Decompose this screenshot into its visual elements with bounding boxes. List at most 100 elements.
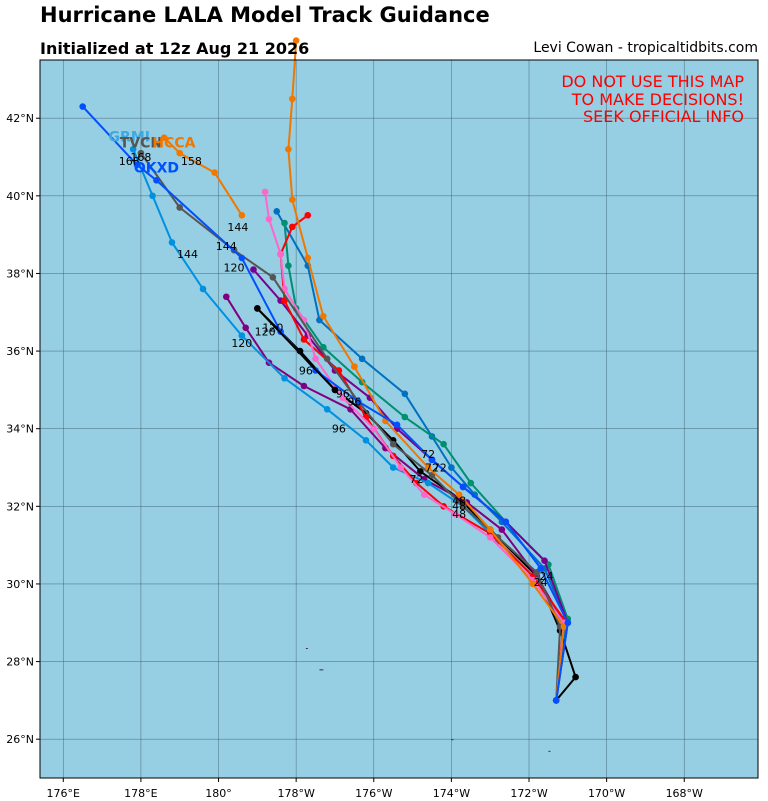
track-point xyxy=(424,464,432,471)
lat-tick-label: 30°N xyxy=(6,578,34,591)
hour-label: 96 xyxy=(336,388,350,401)
track-point xyxy=(397,464,405,471)
track-point xyxy=(242,324,249,332)
track-point xyxy=(176,204,184,211)
track-point xyxy=(448,464,455,471)
track-point xyxy=(417,468,424,475)
track-line xyxy=(275,210,567,701)
track-point xyxy=(502,518,510,526)
lat-tick-label: 42°N xyxy=(6,112,34,125)
hour-label: 144 xyxy=(177,248,198,261)
hour-label: 158 xyxy=(181,155,202,168)
warning-line-1: DO NOT USE THIS MAP xyxy=(561,72,744,91)
track-point xyxy=(238,332,246,339)
lon-tick-label: 178°E xyxy=(124,787,157,800)
track-point xyxy=(529,580,537,588)
lat-tick-label: 34°N xyxy=(6,423,34,436)
track-point xyxy=(288,95,296,103)
track-point xyxy=(199,285,207,293)
map-frame xyxy=(39,59,759,779)
track-point xyxy=(362,437,370,444)
track-point xyxy=(300,382,308,390)
track-point xyxy=(370,425,378,433)
track-point xyxy=(300,336,308,343)
hour-label: 168 xyxy=(130,151,151,164)
track-point xyxy=(331,386,339,394)
track-point xyxy=(494,534,502,541)
hour-label: 120 xyxy=(255,326,276,339)
track-point xyxy=(137,149,145,157)
track-point xyxy=(424,479,432,487)
track-point xyxy=(277,250,284,258)
track-point xyxy=(281,374,288,382)
track-point xyxy=(467,479,475,487)
track-line xyxy=(256,307,336,391)
lon-tick-label: 172°W xyxy=(510,787,547,800)
track-point xyxy=(222,293,230,301)
track-line xyxy=(252,268,569,701)
track-hcca xyxy=(285,37,568,704)
island xyxy=(451,739,454,741)
hour-label: 72 xyxy=(421,448,435,461)
hour-label: 48 xyxy=(452,500,466,513)
track-point xyxy=(459,503,467,510)
model-name-label: TVCN xyxy=(120,135,162,151)
track-point xyxy=(153,177,160,184)
track-point xyxy=(323,405,331,413)
track-point xyxy=(459,483,467,491)
track-point xyxy=(160,134,168,141)
lon-tick-label: 170°W xyxy=(588,787,625,800)
hour-label: 72 xyxy=(425,461,439,474)
track-line xyxy=(283,222,569,701)
track-point xyxy=(541,557,548,564)
track-gfdl xyxy=(79,103,572,704)
axis-ticks: 176°E 178°E 180° 178°W 176°W 174°W 172°W 170°W 1… xyxy=(6,112,703,800)
track-point xyxy=(339,394,347,401)
island xyxy=(305,647,308,649)
hour-label: 96 xyxy=(332,423,346,436)
track-point xyxy=(288,223,296,231)
track-point xyxy=(281,219,288,227)
lon-tick-label: 176°W xyxy=(355,787,392,800)
track-point xyxy=(440,440,447,448)
track-point xyxy=(285,145,292,153)
track-point xyxy=(133,161,141,169)
lat-tick-label: 40°N xyxy=(6,190,34,203)
track-point xyxy=(292,37,300,44)
hour-label: 96 xyxy=(299,364,313,377)
track-point xyxy=(572,673,579,681)
forecast-hour-labels: 2424484848727272729696969612012012012014… xyxy=(119,151,554,589)
track-point xyxy=(288,196,296,204)
track-point xyxy=(428,456,436,464)
track-point xyxy=(129,145,137,153)
track-point xyxy=(79,103,86,110)
model-tracks xyxy=(79,37,579,704)
track-point xyxy=(211,169,218,176)
lon-tick-label: 180° xyxy=(205,787,232,800)
track-line xyxy=(163,136,243,216)
island xyxy=(321,669,324,671)
track-point xyxy=(149,192,156,200)
credit-text: Levi Cowan - tropicaltidbits.com xyxy=(533,40,758,56)
track-point xyxy=(552,697,560,704)
track-point xyxy=(269,274,277,281)
track-point xyxy=(354,398,362,405)
track-point xyxy=(250,266,257,273)
lon-tick-label: 168°W xyxy=(666,787,703,800)
warning-line-2: TO MAKE DECISIONS! xyxy=(571,90,744,109)
hour-label: 144 xyxy=(216,240,237,253)
track-point xyxy=(389,464,397,471)
lat-tick-label: 26°N xyxy=(6,733,34,746)
track-point xyxy=(351,363,358,370)
track-point xyxy=(238,211,246,219)
track-hmni xyxy=(254,305,339,394)
track-point xyxy=(168,239,176,246)
track-line xyxy=(81,105,569,701)
model-name-label: GRMI xyxy=(109,130,150,146)
track-point xyxy=(320,312,327,320)
hour-label: 96 xyxy=(347,395,361,408)
track-point xyxy=(323,355,331,363)
hour-label: 72 xyxy=(433,461,447,474)
track-point xyxy=(401,413,409,421)
